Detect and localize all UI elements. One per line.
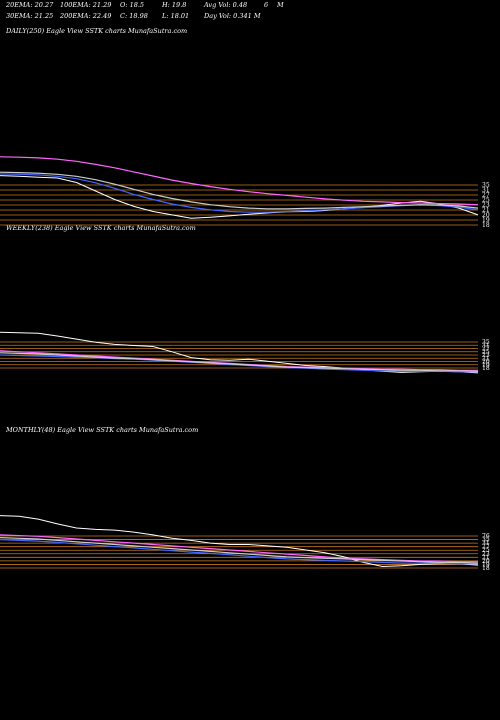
daily-level-label: 23	[482, 202, 490, 209]
ema30-value: 30EMA: 21.25	[6, 12, 54, 20]
monthly-level-label: 23	[482, 551, 490, 558]
monthly-level-label: 31	[482, 540, 490, 547]
weekly-level-label: 23	[482, 352, 490, 359]
monthly-level-label: 35	[482, 537, 490, 544]
monthly-level-label: 20	[482, 558, 490, 565]
monthly-level-label: 76	[482, 533, 490, 540]
header-extra-1: 6	[264, 1, 269, 9]
weekly-level-label: 21	[482, 355, 490, 362]
weekly-level-label: 27	[482, 346, 490, 353]
weekly-series-line-0	[0, 331, 479, 374]
monthly-level-label: 19	[482, 561, 490, 568]
avg-vol-value: Avg Vol: 0.48	[204, 1, 248, 9]
weekly-level-label: 35	[482, 339, 490, 346]
daily-level-label: 21	[482, 207, 490, 214]
high-value: H: 19.8	[162, 1, 187, 9]
header-extra-2: M	[277, 1, 284, 9]
weekly-level-label: 31	[482, 342, 490, 349]
weekly-chart-title: WEEKLY(238) Eagle View SSTK charts Munaf…	[6, 224, 196, 232]
monthly-level-label: 25	[482, 547, 490, 554]
weekly-series-line-1	[0, 350, 478, 371]
ema20-value: 20EMA: 20.27	[6, 1, 54, 9]
monthly-series-line-1	[0, 534, 478, 563]
close-value: C: 18.98	[120, 12, 148, 20]
weekly-level-label: 20	[482, 359, 490, 366]
day-vol-value: Day Vol: 0.341 M	[204, 12, 261, 20]
daily-level-label: 27	[482, 192, 490, 199]
monthly-level-label: 18	[482, 565, 490, 572]
daily-level-label: 19	[482, 217, 490, 224]
weekly-level-label: 19	[482, 362, 490, 369]
open-value: O: 18.5	[120, 1, 145, 9]
low-value: L: 18.01	[162, 12, 190, 20]
monthly-series-line-0	[0, 515, 479, 568]
monthly-series-line-2	[0, 539, 478, 565]
ema200-value: 200EMA: 22.49	[60, 12, 112, 20]
weekly-series-line-3	[0, 352, 479, 372]
daily-level-label: 35	[482, 182, 490, 189]
daily-series-line-0	[0, 175, 479, 219]
daily-level-label: 31	[482, 187, 490, 194]
daily-series-line-2	[0, 173, 479, 213]
daily-level-label: 25	[482, 197, 490, 204]
monthly-level-label: 27	[482, 544, 490, 551]
monthly-level-label: 21	[482, 554, 490, 561]
daily-series-line-1	[0, 156, 479, 206]
daily-level-label: 20	[482, 212, 490, 219]
monthly-chart-title: MONTHLY(48) Eagle View SSTK charts Munaf…	[6, 426, 199, 434]
daily-level-label: 18	[482, 222, 490, 229]
daily-series-line-3	[0, 171, 479, 210]
weekly-level-label: 25	[482, 349, 490, 356]
monthly-series-line-3	[0, 537, 479, 564]
ema100-value: 100EMA: 21.29	[60, 1, 112, 9]
daily-chart-title: DAILY(250) Eagle View SSTK charts Munafa…	[6, 27, 188, 35]
weekly-level-label: 18	[482, 365, 490, 372]
